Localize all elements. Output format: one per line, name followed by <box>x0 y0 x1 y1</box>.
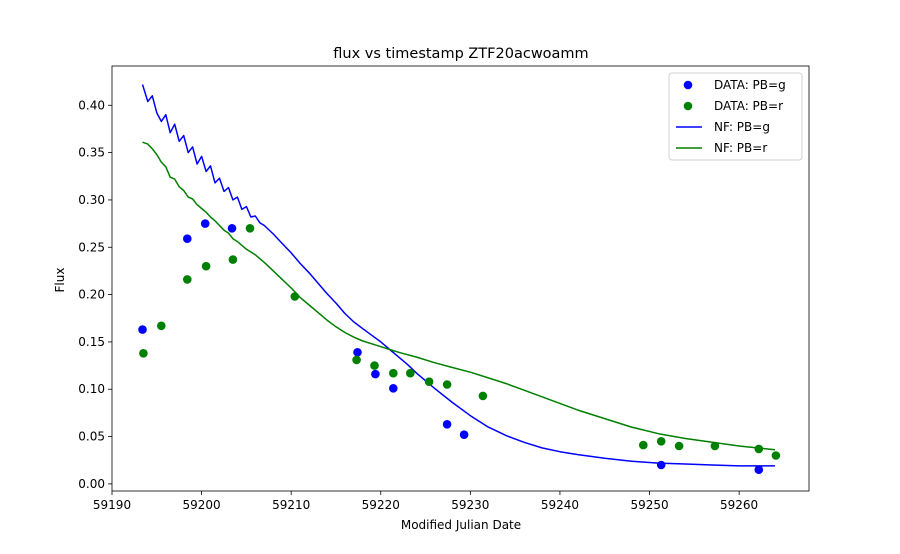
x-tick-label: 59260 <box>720 498 758 512</box>
model-line-g <box>141 84 775 467</box>
data-point-g <box>389 384 398 393</box>
data-point-g <box>227 224 237 233</box>
legend-label: NF: PB=g <box>714 120 770 134</box>
plot-area <box>138 84 781 475</box>
data-point-r <box>442 380 452 389</box>
data-point-r <box>639 440 648 450</box>
y-tick-label: 0.15 <box>78 335 105 349</box>
data-point-r <box>674 441 684 451</box>
data-point-r <box>228 255 238 264</box>
y-axis: 0.00 0.05 0.10 0.15 0.20 0.25 0.30 0.35 0.40 <box>78 98 112 491</box>
data-point-g <box>442 420 452 429</box>
x-tick-label: 59190 <box>93 498 131 512</box>
data-point-r <box>183 275 192 284</box>
y-tick-label: 0.20 <box>78 288 105 302</box>
data-point-g <box>183 234 192 243</box>
x-tick-label: 59250 <box>630 498 668 512</box>
y-axis-label: Flux <box>53 268 67 293</box>
x-axis: 59190 59200 59210 59220 59230 59240 59250 59260 <box>93 491 758 512</box>
legend: DATA: PB=g DATA: PB=r NF: PB=g NF: PB=r <box>668 72 803 161</box>
y-tick-label: 0.25 <box>78 240 105 254</box>
data-point-r <box>245 224 255 233</box>
data-point-g <box>754 465 764 475</box>
data-point-g <box>138 325 147 334</box>
data-point-r <box>157 321 166 331</box>
data-point-r <box>290 292 300 301</box>
y-tick-label: 0.30 <box>78 193 105 207</box>
legend-box <box>668 72 803 161</box>
x-axis-label: Modified Julian Date <box>401 518 521 532</box>
x-tick-label: 59200 <box>182 498 220 512</box>
data-point-r <box>389 368 398 378</box>
data-point-r <box>370 361 379 370</box>
y-tick-label: 0.05 <box>78 430 105 444</box>
legend-label: NF: PB=r <box>714 141 767 155</box>
data-point-r <box>656 437 666 446</box>
y-tick-label: 0.35 <box>78 146 105 160</box>
data-point-r <box>771 451 781 460</box>
data-point-g <box>371 369 380 379</box>
legend-marker-g <box>683 80 693 90</box>
data-point-r <box>406 368 415 378</box>
chart-title: flux vs timestamp ZTF20acwoamm <box>333 46 588 62</box>
data-point-r <box>139 349 148 358</box>
x-tick-label: 59210 <box>272 498 310 512</box>
data-point-g <box>200 219 210 228</box>
data-point-r <box>201 261 211 271</box>
data-point-r <box>424 377 434 387</box>
y-tick-label: 0.10 <box>78 382 105 396</box>
y-tick-label: 0.00 <box>78 477 105 491</box>
y-tick-label: 0.40 <box>78 98 105 112</box>
axes-frame <box>111 65 810 492</box>
data-point-g <box>656 460 666 470</box>
data-point-g <box>353 348 362 357</box>
data-point-g <box>459 430 469 440</box>
data-point-r <box>754 444 764 454</box>
data-point-r <box>352 355 361 365</box>
legend-label: DATA: PB=r <box>714 99 783 113</box>
data-point-r <box>478 391 488 401</box>
model-line-r <box>142 141 776 451</box>
data-point-r <box>710 441 720 451</box>
x-tick-label: 59230 <box>451 498 489 512</box>
x-tick-label: 59220 <box>362 498 400 512</box>
legend-label: DATA: PB=g <box>714 78 786 92</box>
legend-marker-r <box>683 101 693 111</box>
x-tick-label: 59240 <box>541 498 579 512</box>
